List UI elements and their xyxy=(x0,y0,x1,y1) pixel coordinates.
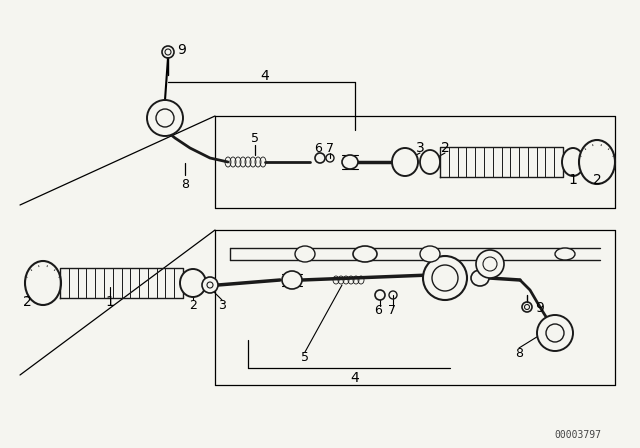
Circle shape xyxy=(315,153,325,163)
Ellipse shape xyxy=(562,148,584,176)
Ellipse shape xyxy=(180,269,206,297)
Text: 8: 8 xyxy=(515,346,523,359)
Text: 3: 3 xyxy=(218,298,226,311)
Text: 2: 2 xyxy=(593,173,602,187)
Text: 6: 6 xyxy=(374,303,382,316)
Text: 6: 6 xyxy=(314,142,322,155)
Text: 9: 9 xyxy=(177,43,186,57)
Text: 4: 4 xyxy=(260,69,269,83)
Text: 2: 2 xyxy=(440,141,449,155)
Circle shape xyxy=(476,250,504,278)
Ellipse shape xyxy=(25,261,61,305)
Circle shape xyxy=(423,256,467,300)
Ellipse shape xyxy=(471,270,489,286)
Text: 1: 1 xyxy=(568,173,577,187)
Circle shape xyxy=(147,100,183,136)
Ellipse shape xyxy=(420,150,440,174)
Ellipse shape xyxy=(295,246,315,262)
Text: 5: 5 xyxy=(301,350,309,363)
Ellipse shape xyxy=(579,140,615,184)
Text: 1: 1 xyxy=(106,295,115,309)
Text: 00003797: 00003797 xyxy=(554,430,602,440)
Text: 4: 4 xyxy=(351,371,360,385)
Ellipse shape xyxy=(392,148,418,176)
Text: 9: 9 xyxy=(536,301,545,315)
Text: 3: 3 xyxy=(415,141,424,155)
Ellipse shape xyxy=(420,246,440,262)
Ellipse shape xyxy=(282,271,302,289)
Ellipse shape xyxy=(342,155,358,169)
Circle shape xyxy=(202,277,218,293)
Ellipse shape xyxy=(555,248,575,260)
Text: 8: 8 xyxy=(181,177,189,190)
Text: 2: 2 xyxy=(189,298,197,311)
Text: 5: 5 xyxy=(251,132,259,145)
Circle shape xyxy=(375,290,385,300)
Circle shape xyxy=(537,315,573,351)
Ellipse shape xyxy=(353,246,377,262)
Text: 7: 7 xyxy=(388,303,396,316)
Text: 7: 7 xyxy=(326,142,334,155)
Text: 2: 2 xyxy=(22,295,31,309)
